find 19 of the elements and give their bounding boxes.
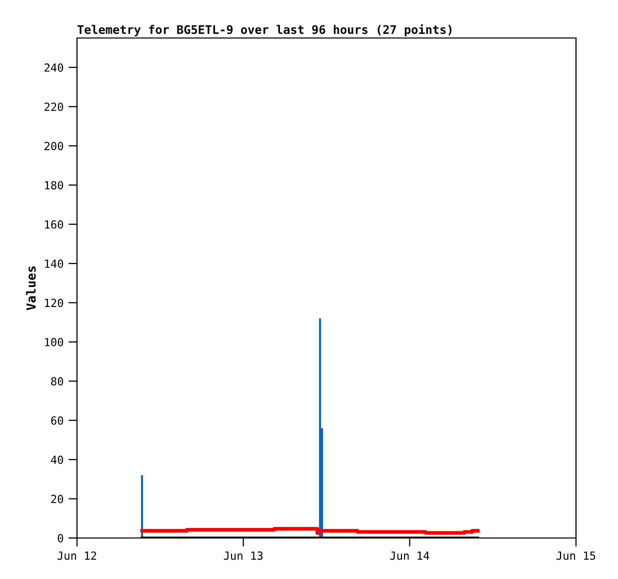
y-tick-label: 60 [51, 416, 64, 425]
y-axis-title: Values [26, 266, 36, 310]
x-tick-label: Jun 14 [390, 552, 430, 560]
y-tick-label: 100 [45, 338, 64, 346]
y-tick-label: 180 [45, 181, 64, 190]
y-tick-label: 220 [44, 102, 64, 112]
y-tick-label: 200 [44, 142, 64, 150]
y-tick-label: 140 [45, 259, 64, 268]
y-tick-label: 160 [45, 220, 64, 229]
x-tick-label: Jun 15 [556, 552, 596, 560]
y-tick-label: 40 [50, 456, 64, 464]
y-tick-label: 240 [44, 63, 64, 72]
x-tick-label: Jun 13 [224, 551, 263, 560]
y-tick-label: 80 [51, 377, 64, 386]
y-tick-label: 0 [58, 534, 64, 542]
y-tick-label: 120 [45, 298, 64, 308]
y-tick-label: 20 [51, 494, 64, 504]
chart-title: Telemetry for BG5ETL-9 over last 96 hours (27 points) [78, 24, 452, 36]
x-tick-label: Jun 12 [58, 551, 96, 560]
